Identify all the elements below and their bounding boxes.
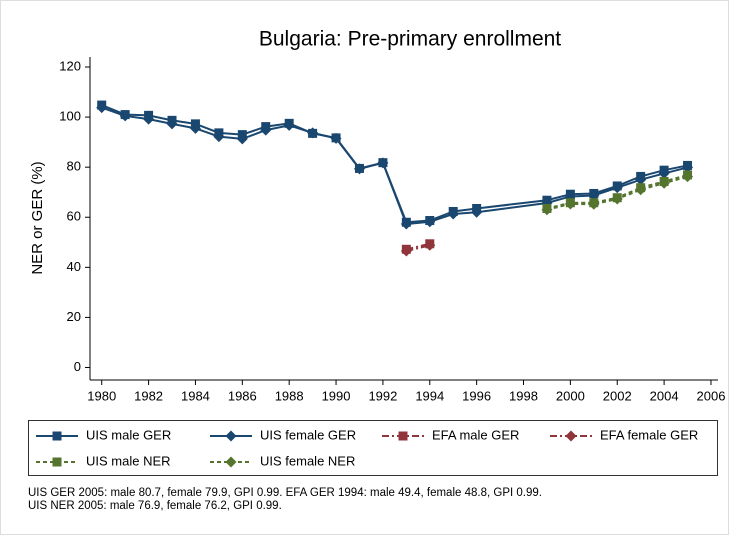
y-tick-label: 0	[74, 359, 81, 374]
marker-square	[52, 431, 62, 441]
marker-diamond	[658, 167, 670, 179]
legend-label: EFA female GER	[600, 427, 698, 442]
marker-square	[398, 431, 408, 441]
marker-diamond	[541, 204, 553, 216]
marker-diamond	[260, 124, 272, 136]
y-tick-label: 120	[59, 58, 81, 73]
legend-label: UIS female NER	[260, 453, 355, 468]
legend-label: EFA male GER	[432, 427, 519, 442]
marker-diamond	[189, 122, 201, 134]
marker-diamond	[353, 163, 365, 175]
marker-diamond	[377, 157, 389, 169]
marker-diamond	[225, 430, 237, 442]
marker-diamond	[588, 198, 600, 210]
marker-diamond	[424, 216, 436, 228]
x-tick-label: 1988	[275, 388, 304, 403]
marker-diamond	[143, 113, 155, 125]
marker-diamond	[635, 184, 647, 196]
marker-square	[52, 457, 62, 467]
x-tick-label: 1982	[134, 388, 163, 403]
x-tick-label: 1998	[509, 388, 538, 403]
marker-diamond	[564, 198, 576, 210]
marker-diamond	[447, 208, 459, 220]
x-tick-label: 1984	[181, 388, 210, 403]
marker-diamond	[283, 119, 295, 131]
marker-diamond	[658, 177, 670, 189]
marker-diamond	[588, 189, 600, 201]
x-tick-label: 1980	[87, 388, 116, 403]
x-tick-label: 1992	[368, 388, 397, 403]
marker-diamond	[682, 161, 694, 173]
marker-diamond	[400, 218, 412, 230]
marker-diamond	[236, 133, 248, 145]
x-tick-label: 2002	[603, 388, 632, 403]
marker-diamond	[400, 245, 412, 257]
marker-diamond	[424, 239, 436, 251]
marker-diamond	[225, 456, 237, 468]
legend-box	[28, 420, 718, 476]
marker-diamond	[330, 132, 342, 144]
x-tick-label: 2000	[556, 388, 585, 403]
y-tick-label: 100	[59, 109, 81, 124]
y-tick-label: 80	[67, 159, 81, 174]
marker-diamond	[682, 171, 694, 183]
x-tick-label: 1990	[322, 388, 351, 403]
marker-diamond	[565, 430, 577, 442]
x-tick-label: 2004	[650, 388, 679, 403]
legend-label: UIS female GER	[260, 427, 356, 442]
legend-label: UIS male NER	[86, 453, 171, 468]
marker-diamond	[166, 118, 178, 130]
marker-diamond	[307, 127, 319, 139]
y-tick-label: 60	[67, 209, 81, 224]
marker-diamond	[635, 174, 647, 186]
marker-diamond	[611, 182, 623, 194]
marker-diamond	[471, 206, 483, 218]
x-tick-label: 1996	[462, 388, 491, 403]
x-tick-label: 2006	[697, 388, 726, 403]
marker-diamond	[119, 110, 131, 122]
x-tick-label: 1986	[228, 388, 257, 403]
legend-label: UIS male GER	[86, 427, 171, 442]
marker-diamond	[96, 102, 108, 114]
chart-title: Bulgaria: Pre-primary enrollment	[259, 28, 561, 51]
y-axis-label: NER or GER (%)	[29, 161, 46, 274]
y-tick-label: 40	[67, 259, 81, 274]
y-tick-label: 20	[67, 309, 81, 324]
marker-diamond	[213, 131, 225, 143]
x-tick-label: 1994	[415, 388, 444, 403]
marker-diamond	[611, 193, 623, 205]
note: UIS GER 2005: male 80.7, female 79.9, GP…	[28, 487, 542, 499]
note: UIS NER 2005: male 76.9, female 76.2, GP…	[28, 500, 282, 512]
